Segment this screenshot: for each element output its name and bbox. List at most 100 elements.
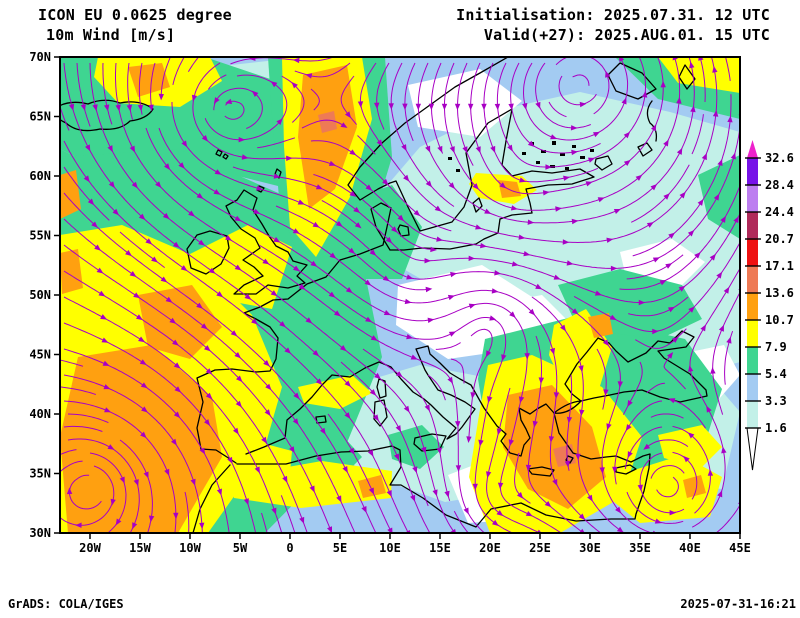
streamline-arrow [315, 378, 323, 385]
streamline-arrow [434, 205, 442, 212]
streamline [496, 57, 646, 168]
lon-label: 45E [729, 541, 751, 555]
streamline-arrow [225, 98, 233, 104]
streamline-arrow [297, 199, 305, 205]
streamline-arrow [243, 498, 249, 506]
streamline-arrow [102, 360, 110, 366]
coastline-continent [196, 57, 595, 464]
streamline [150, 62, 156, 107]
streamline-arrow [671, 336, 679, 343]
streamline-arrow [151, 256, 158, 263]
streamline-arrow [548, 436, 555, 443]
streamline-arrow [91, 221, 98, 228]
streamline-arrow [594, 290, 602, 296]
streamline-arrow [244, 293, 252, 300]
streamline [63, 400, 177, 533]
streamline-arrow [348, 447, 355, 455]
streamline-arrow [421, 446, 427, 454]
streamline-arrow [137, 104, 144, 112]
legend-segment [747, 158, 758, 185]
streamline-arrow [174, 386, 182, 393]
streamline-arrow [395, 371, 403, 378]
streamline-arrow [92, 104, 98, 112]
streamline-arrow [538, 377, 544, 385]
streamline-arrow [98, 290, 106, 297]
streamline-arrow [101, 337, 109, 343]
streamline-arrow [472, 483, 478, 491]
streamline-arrow [579, 409, 585, 417]
streamline-arrow [528, 308, 536, 316]
streamline-arrow [367, 449, 374, 457]
streamline-arrow [652, 257, 660, 263]
streamline-arrow [571, 149, 578, 156]
streamline-arrow [354, 222, 362, 229]
streamline-arrow [579, 528, 585, 533]
model-title: ICON EU 0.0625 degree [38, 6, 232, 24]
streamline-arrow [198, 239, 205, 246]
streamline [470, 57, 664, 195]
streamline-arrow [436, 236, 444, 242]
streamline-arrow [663, 193, 670, 200]
coastline-iceland [60, 99, 154, 132]
streamline-arrow [273, 173, 281, 179]
streamline-arrow [532, 420, 538, 428]
streamline [359, 57, 718, 244]
streamline-arrow [66, 487, 73, 495]
shade-region [658, 425, 722, 468]
streamline-arrow [706, 405, 712, 413]
streamline-arrow [643, 443, 651, 450]
streamline-arrow [597, 197, 605, 203]
streamline-arrow [298, 283, 306, 290]
init-time-label: Initialisation: 2025.07.31. 12 UTC [456, 6, 770, 24]
streamline-arrow [234, 264, 242, 271]
streamline-arrow [605, 70, 611, 78]
streamline-arrow [133, 292, 141, 299]
lat-label: 55N [29, 229, 51, 243]
streamline-arrow [339, 345, 347, 352]
streamline-arrow [485, 350, 492, 358]
streamline [310, 140, 452, 232]
streamline-arrow [720, 215, 726, 223]
streamline-arrow [570, 125, 578, 131]
legend-label: 20.7 [765, 232, 794, 246]
streamline [321, 200, 359, 226]
streamline-arrow [689, 61, 695, 69]
streamline-arrow [270, 81, 278, 88]
streamline [417, 57, 695, 224]
streamline-arrow [637, 484, 643, 492]
streamline-arrow [103, 384, 111, 390]
lat-label: 40N [29, 407, 51, 421]
island-cyprus [615, 464, 637, 475]
streamline-arrow [454, 103, 461, 111]
streamline-arrow [516, 492, 524, 499]
streamline-arrow [345, 287, 353, 294]
streamline-arrow [683, 455, 690, 463]
streamline-arrow [383, 310, 391, 316]
streamline-arrow [171, 438, 177, 446]
streamline [699, 58, 706, 103]
streamline-arrow [344, 412, 351, 419]
coastline-britain [225, 189, 308, 295]
streamline-arrow [627, 451, 633, 459]
streamline-arrow [361, 506, 367, 513]
streamline-arrow [571, 218, 579, 225]
streamline-arrow [585, 181, 593, 187]
streamline [691, 114, 704, 155]
coastlines [60, 57, 708, 533]
streamline-arrow [535, 101, 541, 109]
streamline-arrow [730, 152, 736, 160]
streamline-arrow [697, 199, 704, 206]
streamline-arrow [320, 427, 326, 435]
streamline-arrow [263, 360, 270, 367]
coastline-mediterranean [236, 345, 651, 528]
streamline-arrow [610, 265, 618, 272]
streamline-arrow [487, 396, 493, 404]
streamline-arrow [204, 345, 211, 352]
streamline-arrow [527, 219, 535, 225]
streamline-arrow [178, 162, 185, 169]
streamline [102, 62, 113, 125]
streamline [468, 328, 493, 439]
lon-label: 5W [233, 541, 248, 555]
streamline-arrow [162, 212, 170, 220]
streamline-arrow [369, 389, 377, 396]
